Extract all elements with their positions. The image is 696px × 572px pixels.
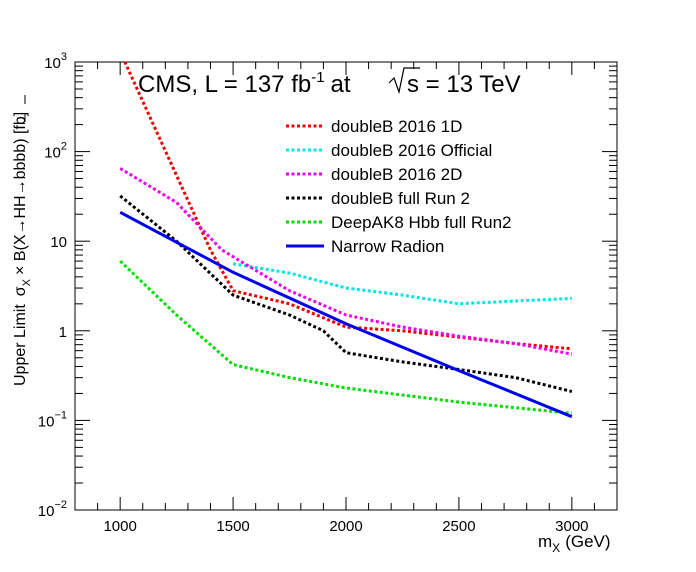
x-tick-label: 2500 — [442, 518, 475, 535]
x-axis-label: mX (GeV) — [538, 532, 611, 555]
series-line-3 — [119, 167, 573, 356]
legend-label: doubleB 2016 2D — [331, 165, 462, 184]
legend-label: Narrow Radion — [331, 237, 444, 256]
x-tick-label: 2000 — [329, 518, 362, 535]
series-line-5 — [119, 260, 572, 415]
y-tick-label: 1 — [59, 324, 67, 341]
x-tick-label: 3000 — [555, 518, 588, 535]
y-tick-label: 103 — [44, 51, 67, 72]
series-line-2 — [232, 262, 572, 306]
x-tick-label: 1000 — [103, 518, 136, 535]
chart-title-energy: s = 13 TeV — [407, 71, 521, 98]
legend-label: DeepAK8 Hbb full Run2 — [331, 213, 512, 232]
legend-label: doubleB 2016 1D — [331, 117, 462, 136]
chart-title: CMS, L = 137 fb-1 at — [138, 69, 351, 98]
series-line-6 — [119, 210, 573, 419]
y-tick-label: 10 — [50, 234, 67, 251]
legend-label: doubleB 2016 Official — [331, 141, 492, 160]
series-lines — [119, 62, 573, 419]
x-tick-label: 1500 — [216, 518, 249, 535]
axis-ticks: 1000 1500 2000 2500 3000 10−2 10−1 1 10 102 103 — [38, 51, 618, 535]
legend-label: doubleB full Run 2 — [331, 189, 470, 208]
legend: doubleB 2016 1D doubleB 2016 Official doub… — [286, 117, 512, 256]
y-axis-label: Upper LimitσX× B(X→HH→bbbb) [fb] — [12, 112, 33, 386]
y-tick-label: 102 — [44, 141, 67, 162]
sqrt-symbol — [388, 67, 420, 95]
y-tick-label: 10−1 — [38, 409, 67, 430]
series-line-4 — [119, 194, 573, 393]
y-tick-label: 10−2 — [38, 499, 67, 520]
